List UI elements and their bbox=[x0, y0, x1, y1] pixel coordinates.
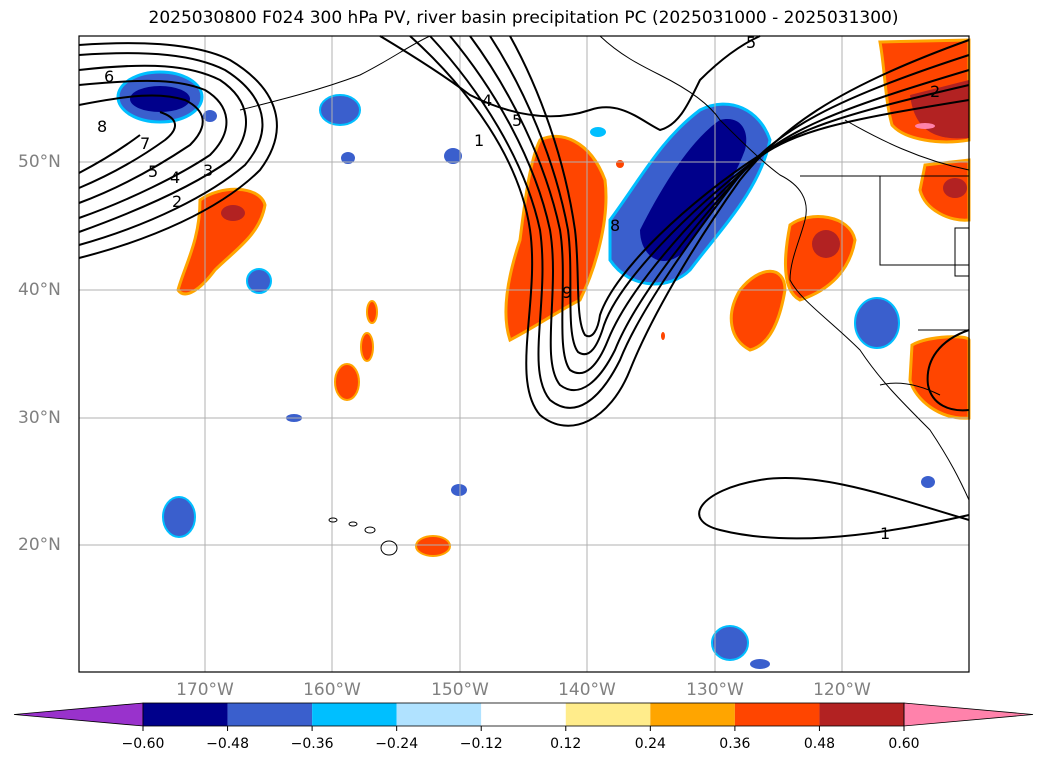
lon-label: 160°W bbox=[303, 680, 361, 700]
precip-blob-pos bbox=[661, 332, 665, 340]
colorbar-border bbox=[142, 702, 905, 727]
precip-blob-neg bbox=[921, 476, 935, 488]
precip-blob-pos-core bbox=[812, 230, 840, 258]
colorbar-swatch bbox=[312, 703, 397, 726]
contour-label: 6 bbox=[104, 67, 114, 86]
lon-label: 140°W bbox=[558, 680, 616, 700]
colorbar-swatch bbox=[227, 703, 313, 726]
precip-blob-neg bbox=[341, 152, 355, 164]
lon-label: 130°W bbox=[686, 680, 744, 700]
precip-band-neg-core bbox=[640, 119, 747, 261]
map-frame bbox=[78, 35, 970, 673]
contour-label: 3 bbox=[203, 161, 213, 180]
precip-blob-neg bbox=[451, 484, 467, 496]
colorbar-swatch bbox=[819, 703, 904, 726]
colorbar-extend-low bbox=[13, 702, 144, 727]
hawaii-islands bbox=[328, 517, 398, 556]
colorbar-swatch bbox=[396, 703, 482, 726]
precip-blob-pos bbox=[366, 300, 378, 324]
colorbar-tick-label: 0.60 bbox=[888, 736, 920, 752]
contour-label: 5 bbox=[148, 162, 158, 181]
contour-label: 9 bbox=[562, 283, 572, 302]
contour-label: 5 bbox=[746, 33, 756, 52]
colorbar-tick-label: −0.24 bbox=[375, 736, 419, 752]
precip-blob-pos bbox=[334, 363, 360, 401]
precip-blob-neg bbox=[319, 94, 361, 126]
lon-label: 170°W bbox=[176, 680, 234, 700]
precip-blob-pos bbox=[415, 535, 451, 557]
contour-label: 1 bbox=[880, 524, 890, 543]
lat-label: 40°N bbox=[18, 280, 61, 300]
colorbar-tick-label: −0.12 bbox=[459, 736, 503, 752]
contour-label: 8 bbox=[610, 216, 620, 235]
precip-blob-pos bbox=[360, 332, 374, 362]
contour-label: 7 bbox=[140, 134, 150, 153]
colorbar-tick-label: 0.12 bbox=[550, 736, 582, 752]
map-title: 2025030800 F024 300 hPa PV, river basin … bbox=[148, 8, 899, 28]
colorbar-swatch bbox=[650, 703, 735, 726]
colorbar bbox=[13, 702, 1034, 731]
contour-label: 4 bbox=[482, 91, 492, 110]
colorbar-swatch bbox=[143, 703, 228, 726]
colorbar-tick-label: −0.60 bbox=[121, 736, 165, 752]
precip-blob-neg bbox=[854, 297, 900, 349]
colorbar-swatch bbox=[481, 703, 566, 726]
contour-label: 8 bbox=[97, 117, 107, 136]
lon-label: 150°W bbox=[431, 680, 489, 700]
contour-label: 5 bbox=[512, 111, 522, 130]
colorbar-tick-label: 0.24 bbox=[634, 736, 666, 752]
precip-blob-pos-peak bbox=[915, 123, 935, 129]
coastlines bbox=[239, 35, 970, 501]
colorbar-extend-high bbox=[903, 702, 1034, 727]
lat-label: 20°N bbox=[18, 535, 61, 555]
precip-blob-pos bbox=[729, 269, 787, 352]
precip-blob-neg bbox=[246, 268, 272, 294]
lat-label: 30°N bbox=[18, 408, 61, 428]
precip-blob-pos-core bbox=[943, 178, 967, 198]
colorbar-tick-label: −0.48 bbox=[206, 736, 249, 752]
colorbar-swatch bbox=[734, 703, 820, 726]
precip-blob-pos bbox=[616, 160, 624, 168]
contour-label: 4 bbox=[170, 168, 180, 187]
colorbar-swatch bbox=[565, 703, 651, 726]
gridlines bbox=[79, 36, 969, 672]
precip-blob-pos-core bbox=[221, 205, 245, 221]
contour-labels: 6 8 7 5 4 3 2 4 5 1 9 8 5 2 1 bbox=[97, 33, 940, 543]
precip-blob-neg bbox=[711, 625, 749, 661]
colorbar-tick-label: 0.36 bbox=[719, 736, 751, 752]
precip-blob-neg bbox=[444, 148, 462, 164]
precip-blob-neg bbox=[750, 659, 770, 669]
lon-label: 120°W bbox=[813, 680, 871, 700]
precip-blob-neg bbox=[203, 110, 217, 122]
precip-blob-neg bbox=[162, 496, 196, 538]
lat-label: 50°N bbox=[18, 152, 61, 172]
contour-label: 2 bbox=[930, 82, 940, 101]
contour-label: 1 bbox=[474, 131, 484, 150]
precip-blob-neg-core bbox=[130, 86, 190, 112]
precip-blob-neg bbox=[590, 127, 606, 137]
pv-contours bbox=[78, 35, 970, 540]
colorbar-tick-label: −0.36 bbox=[290, 736, 334, 752]
contour-label: 2 bbox=[172, 192, 182, 211]
colorbar-tick-label: 0.48 bbox=[803, 736, 836, 752]
map-background bbox=[79, 36, 969, 672]
